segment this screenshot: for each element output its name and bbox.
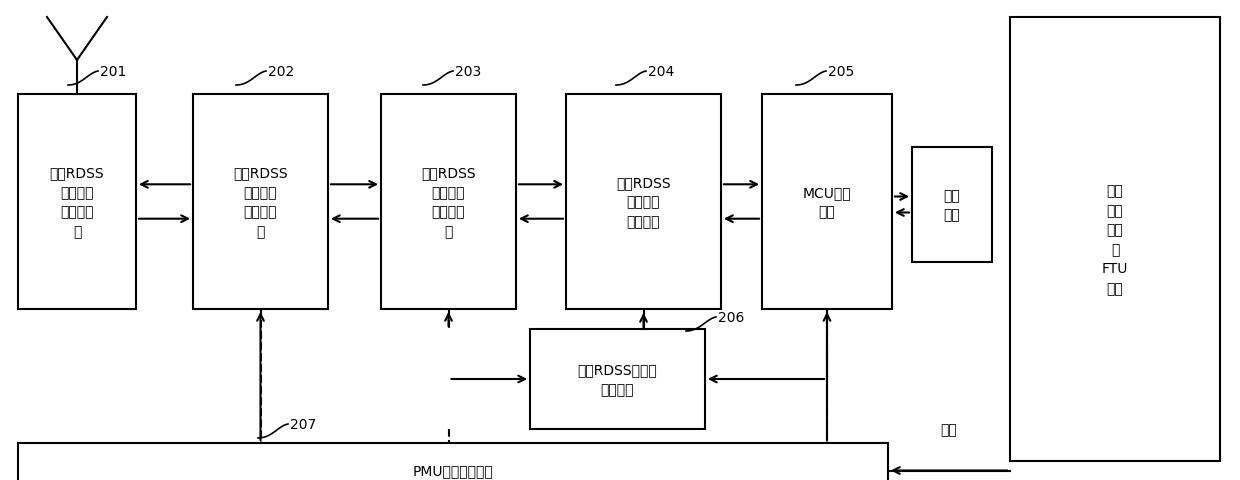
Bar: [763, 95, 892, 309]
Bar: [19, 95, 136, 309]
Text: 北斗RDSS
射频大信
号处理单
元: 北斗RDSS 射频大信 号处理单 元: [50, 166, 104, 238]
Text: 204: 204: [649, 65, 675, 79]
Text: 203: 203: [455, 65, 481, 79]
Bar: [529, 329, 706, 429]
Text: 207: 207: [290, 417, 316, 431]
Text: 北斗RDSS
数字信号
处理单元: 北斗RDSS 数字信号 处理单元: [616, 176, 671, 228]
Text: 数据
接口: 数据 接口: [944, 188, 960, 222]
Text: 北斗RDSS多通道
逻辑单元: 北斗RDSS多通道 逻辑单元: [578, 362, 657, 396]
Text: PMU电源管理单元: PMU电源管理单元: [413, 464, 494, 478]
Text: 电源: 电源: [940, 422, 957, 436]
Text: 北斗RDSS
射频小信
号处理单
元: 北斗RDSS 射频小信 号处理单 元: [422, 166, 476, 238]
Bar: [381, 95, 516, 309]
Bar: [911, 148, 992, 263]
Text: 206: 206: [718, 311, 744, 324]
Text: 201: 201: [100, 65, 126, 79]
Text: 柱上
开关
控制
器
FTU
设备: 柱上 开关 控制 器 FTU 设备: [1102, 184, 1128, 295]
Text: 205: 205: [828, 65, 854, 79]
Text: 202: 202: [268, 65, 294, 79]
Bar: [565, 95, 720, 309]
Text: 北斗RDSS
射频小信
号合路单
元: 北斗RDSS 射频小信 号合路单 元: [233, 166, 288, 238]
Text: MCU控制
单元: MCU控制 单元: [802, 185, 852, 219]
Bar: [193, 95, 329, 309]
Bar: [1011, 18, 1220, 461]
Bar: [19, 443, 888, 480]
